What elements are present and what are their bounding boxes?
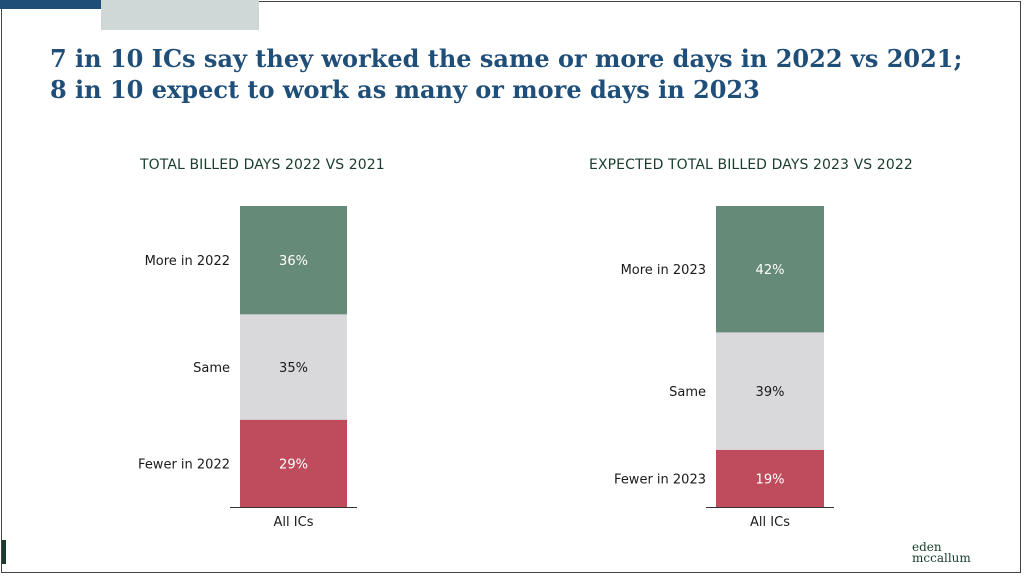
data-label-1-same: 39% <box>756 385 785 400</box>
data-label-1-more-in-2023: 42% <box>756 263 785 278</box>
bar-segment-1-fewer-in-2023 <box>716 449 824 507</box>
top-accent-bar <box>0 0 188 9</box>
data-label-1-fewer-in-2023: 19% <box>756 472 785 487</box>
segment-name-1-more-in-2023: More in 2023 <box>621 263 706 278</box>
data-label-0-more-in-2022: 36% <box>279 254 308 269</box>
top-accent-block <box>101 0 259 30</box>
left-edge-mark <box>2 540 6 564</box>
segment-name-1-fewer-in-2023: Fewer in 2023 <box>614 472 706 487</box>
bar-segment-0-more-in-2022 <box>240 206 347 315</box>
category-label-0: All ICs <box>274 515 314 530</box>
segment-name-1-same: Same <box>669 385 706 400</box>
headline-line-2: 8 in 10 expect to work as many or more d… <box>50 75 760 104</box>
headline: 7 in 10 ICs say they worked the same or … <box>50 43 990 105</box>
bar-segment-0-fewer-in-2022 <box>240 419 347 507</box>
category-label-1: All ICs <box>750 515 790 530</box>
bar-segment-1-same <box>716 332 824 450</box>
chart-title-left: TOTAL BILLED DAYS 2022 VS 2021 <box>140 157 385 173</box>
headline-line-1: 7 in 10 ICs say they worked the same or … <box>50 44 963 73</box>
segment-name-0-same: Same <box>193 361 230 376</box>
segment-name-0-fewer-in-2022: Fewer in 2022 <box>138 457 230 472</box>
logo-line-1: eden <box>912 540 942 554</box>
segment-name-0-more-in-2022: More in 2022 <box>145 254 230 269</box>
data-label-0-same: 35% <box>279 361 308 376</box>
logo-line-2: mccallum <box>912 551 971 565</box>
data-label-0-fewer-in-2022: 29% <box>279 457 308 472</box>
chart-title-right: EXPECTED TOTAL BILLED DAYS 2023 VS 2022 <box>589 157 913 173</box>
company-logo: eden mccallum <box>912 540 971 565</box>
bar-segment-0-same <box>240 314 347 420</box>
bar-segment-1-more-in-2023 <box>716 206 824 333</box>
